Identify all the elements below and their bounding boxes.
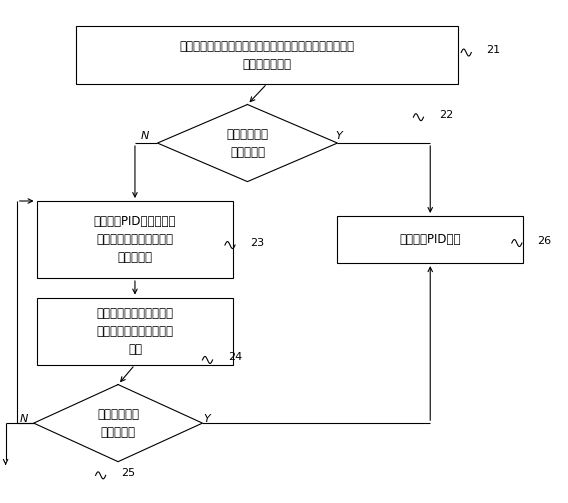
Bar [76,26,458,83]
Text: 24: 24 [228,353,242,363]
Bar [36,297,233,365]
Polygon shape [34,385,202,462]
Text: 大于第一室內
溫度閾值？: 大于第一室內 溫度閾值？ [227,128,269,158]
Text: N: N [141,131,149,141]
Text: N: N [20,414,28,424]
Text: 22: 22 [438,110,453,120]
Text: 執行室溫PID控制: 執行室溫PID控制 [399,233,461,246]
Bar [337,216,523,263]
Text: 獲取室內溫度，將室內溫
度與第二室內溫度閾值作
比較: 獲取室內溫度，將室內溫 度與第二室內溫度閾值作 比較 [97,307,173,356]
Text: Y: Y [336,131,343,141]
Text: 空調器制熱運行，獲取室內溫度，將室內溫度與第一室內
溫度閾值作比較: 空調器制熱運行，獲取室內溫度，將室內溫度與第一室內 溫度閾值作比較 [179,40,354,70]
Text: Y: Y [203,414,210,424]
Text: 21: 21 [486,45,500,55]
Text: 25: 25 [121,468,135,478]
Bar [36,201,233,278]
Text: 26: 26 [537,235,551,245]
Text: 23: 23 [250,237,264,247]
Polygon shape [157,105,337,182]
Text: 執行雙重PID控制，并根
據盤管溫度控制電加熱的
開啟或關閉: 執行雙重PID控制，并根 據盤管溫度控制電加熱的 開啟或關閉 [94,215,176,264]
Text: 大于第二室內
溫度閾值？: 大于第二室內 溫度閾值？ [97,407,139,439]
